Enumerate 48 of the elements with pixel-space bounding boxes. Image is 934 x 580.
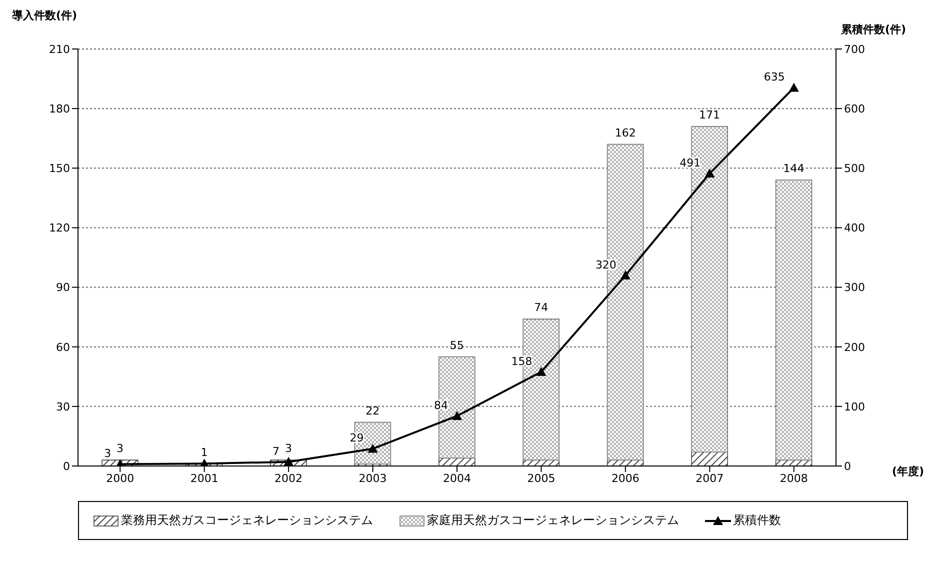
y-tick-label: 30: [56, 400, 70, 414]
data-label: 491: [680, 156, 701, 170]
x-tick-label: 2001: [190, 472, 218, 485]
x-tick-label: 2002: [274, 472, 303, 485]
y-axis-title: 導入件数(件): [12, 8, 78, 24]
y-tick-label: 60: [56, 340, 70, 354]
y-tick-label: 120: [49, 222, 70, 235]
legend-label: 家庭用天然ガスコージェネレーションシステム: [427, 512, 679, 529]
y2-tick-label: 100: [844, 400, 865, 414]
y2-axis-title: 累積件数(件): [840, 22, 906, 37]
total-label: 1: [200, 446, 208, 460]
data-label: 158: [511, 354, 532, 368]
y2-tick-label: 200: [844, 340, 865, 354]
x-tick-label: 2004: [443, 472, 471, 485]
total-label: 74: [534, 301, 548, 314]
data-label: 3: [116, 442, 124, 456]
total-label: 22: [366, 404, 380, 418]
x-tick-label: 2005: [527, 472, 556, 485]
x-tick-label: 2000: [106, 472, 134, 485]
y-tick-label: 150: [49, 162, 70, 176]
total-label: 144: [783, 162, 804, 176]
x-tick-label: 2006: [611, 472, 640, 485]
y2-tick-label: 0: [844, 460, 851, 473]
y2-tick-label: 700: [844, 42, 865, 56]
legend-label: 累積件数: [733, 512, 781, 529]
total-label: 3: [284, 442, 292, 456]
y2-tick-label: 500: [844, 162, 865, 176]
data-label: 635: [764, 70, 785, 84]
y-tick-label: 210: [49, 42, 70, 56]
y-tick-label: 90: [56, 281, 70, 294]
total-label: 3: [104, 447, 112, 460]
data-label: 320: [595, 258, 616, 272]
x-tick-label: 2008: [780, 472, 808, 485]
legend-label: 業務用天然ガスコージェネレーションシステム: [121, 512, 373, 529]
x-tick-label: 2003: [358, 472, 387, 485]
x-axis-title: (年度): [892, 464, 924, 479]
y2-tick-label: 300: [844, 281, 865, 294]
data-label: 29: [350, 432, 364, 445]
data-label: 7: [272, 444, 280, 458]
y2-tick-label: 600: [844, 102, 865, 116]
total-label: 162: [614, 126, 636, 140]
y-tick-label: 180: [49, 102, 70, 116]
total-label: 55: [450, 338, 464, 352]
x-tick-label: 2007: [696, 472, 724, 485]
total-label: 171: [699, 108, 720, 122]
y-tick-label: 0: [63, 460, 70, 473]
data-label: 84: [434, 398, 448, 412]
y2-tick-label: 400: [844, 222, 865, 235]
